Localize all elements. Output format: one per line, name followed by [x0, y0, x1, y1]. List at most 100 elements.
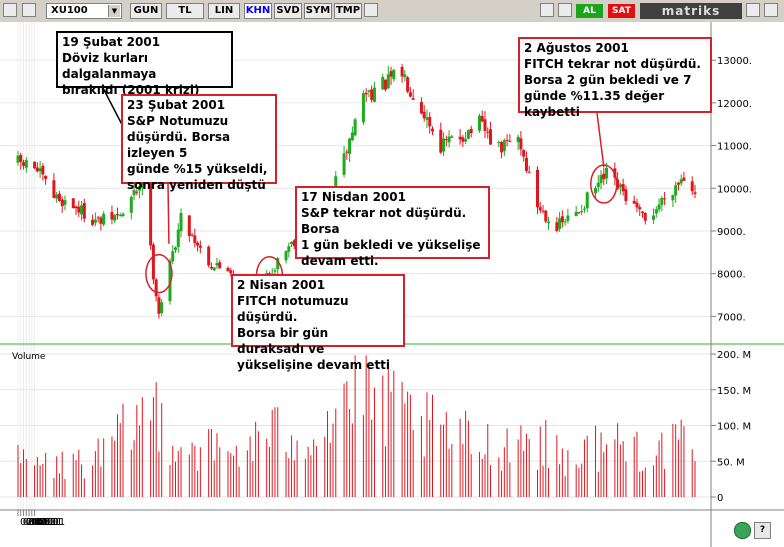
settings-icon[interactable]	[364, 3, 378, 17]
minimize-icon[interactable]	[746, 3, 760, 17]
time-tick-label: 06.01	[31, 517, 60, 528]
tools-icon[interactable]	[540, 3, 554, 17]
candle-body	[596, 182, 600, 187]
candle-body	[594, 188, 598, 194]
candle-body	[91, 219, 95, 225]
candle-body	[497, 142, 501, 144]
candle-body	[671, 195, 675, 201]
candle-body	[99, 217, 103, 224]
close-chart-icon[interactable]	[22, 3, 36, 17]
candle-body	[458, 136, 462, 140]
time-tick-label: 03.01	[23, 517, 52, 528]
candle-body	[140, 183, 144, 188]
candle-body	[535, 169, 539, 208]
candle-body	[364, 92, 368, 95]
candle-body	[353, 119, 357, 136]
candle-body	[408, 92, 412, 97]
candle-body	[500, 141, 504, 153]
candle-body	[643, 212, 647, 221]
tmp-button[interactable]: TMP	[334, 3, 362, 19]
candle-body	[179, 213, 183, 232]
candle-body	[690, 181, 694, 192]
candle-body	[428, 116, 432, 127]
candle-body	[654, 209, 658, 214]
candle-body	[348, 138, 352, 154]
candle-body	[33, 161, 37, 169]
annotation-aug2: 2 Ağustos 2001 FITCH tekrar not düşürdü.…	[518, 37, 712, 119]
candle-body	[350, 132, 354, 141]
candle-body	[635, 202, 639, 208]
highlight-feb23	[145, 253, 173, 294]
candle-body	[538, 207, 542, 211]
candle-body	[682, 177, 686, 181]
candle-body	[411, 98, 415, 100]
candle-body	[44, 175, 48, 179]
candle-body	[226, 267, 230, 272]
candle-body	[19, 154, 23, 162]
khn-button[interactable]: KHN	[244, 3, 272, 19]
candle-body	[82, 202, 86, 219]
candle-body	[196, 242, 200, 246]
leader-aug2	[596, 112, 605, 168]
al-button[interactable]: AL	[576, 4, 603, 18]
candle-body	[480, 116, 484, 122]
candle-body	[486, 131, 490, 133]
candle-body	[52, 180, 56, 198]
candle-body	[24, 160, 28, 168]
candle-body	[638, 207, 642, 210]
edit-icon[interactable]	[558, 3, 572, 17]
annotation-feb23: 23 Şubat 2001 S&P Notumuzu düşürdü. Bors…	[121, 94, 277, 192]
symbol-select[interactable]: XU100 ▼	[46, 3, 122, 19]
sym-button[interactable]: SYM	[304, 3, 332, 19]
candle-body	[386, 74, 390, 89]
candle-body	[547, 221, 551, 224]
candle-body	[276, 258, 280, 270]
candle-body	[55, 194, 59, 199]
lin-button[interactable]: LIN	[208, 3, 240, 19]
candle-body	[35, 167, 39, 172]
candle-body	[361, 93, 365, 123]
candle-body	[370, 89, 374, 100]
tl-button[interactable]: TL	[166, 3, 204, 19]
candle-body	[207, 246, 211, 266]
svd-button[interactable]: SVD	[274, 3, 302, 19]
candle-body	[118, 214, 122, 216]
candle-body	[624, 189, 628, 202]
candle-body	[110, 211, 114, 220]
candle-body	[372, 87, 376, 102]
candle-body	[693, 192, 697, 194]
candle-body	[640, 211, 644, 213]
candle-body	[151, 244, 155, 280]
candle-body	[442, 138, 446, 152]
candle-body	[80, 205, 84, 215]
gun-button[interactable]: GUN	[130, 3, 162, 19]
price-tick-label: 9000.	[717, 227, 746, 238]
candle-body	[41, 165, 45, 175]
time-tick-label: 07.01	[34, 517, 63, 528]
candle-body	[77, 206, 81, 213]
candle-body	[135, 191, 139, 193]
help-icon[interactable]: ?	[754, 522, 771, 539]
price-tick-label: 11000.	[717, 142, 752, 153]
candle-body	[430, 128, 434, 132]
chart-toolbar: XU100 ▼ GUN TL LIN KHN SVD SYM TMP AL SA…	[0, 0, 784, 23]
close-icon[interactable]	[764, 3, 778, 17]
time-tick-label: 04.01	[26, 517, 55, 528]
candle-body	[212, 267, 216, 271]
candle-body	[563, 221, 567, 223]
chevron-down-icon[interactable]: ▼	[108, 5, 120, 17]
candle-body	[483, 119, 487, 131]
candle-body	[16, 155, 20, 163]
candle-body	[384, 79, 388, 90]
symbol-value: XU100	[51, 5, 88, 16]
candle-body	[439, 129, 443, 153]
sat-button[interactable]: SAT	[608, 4, 635, 18]
candle-body	[389, 71, 393, 77]
price-tick-label: 12000.	[717, 99, 752, 110]
refresh-icon[interactable]	[734, 522, 751, 539]
candle-body	[129, 196, 133, 213]
candle-body	[632, 200, 636, 204]
candle-body	[63, 200, 67, 205]
menu-icon[interactable]	[3, 3, 17, 17]
volume-tick-label: 200. M	[717, 350, 751, 361]
